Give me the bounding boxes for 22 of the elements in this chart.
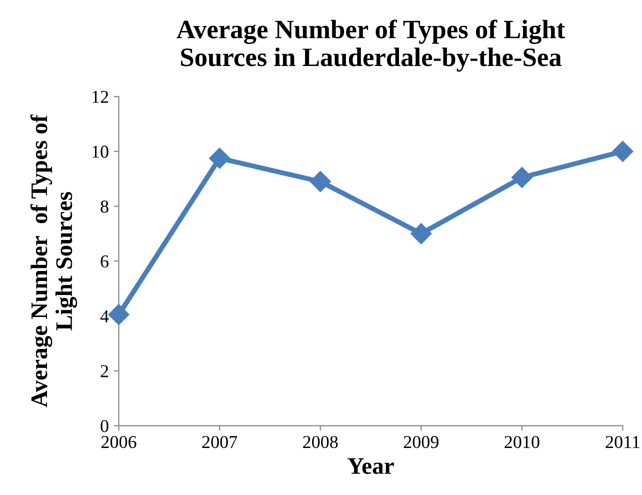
point	[209, 148, 230, 169]
point	[612, 140, 634, 162]
y-tick-label: 6	[100, 255, 109, 268]
x-tick-label: 2008	[303, 436, 338, 448]
y-tick-label: 4	[100, 310, 109, 322]
y-tick-label: 10	[92, 146, 108, 158]
x-tick-label: 2006	[102, 436, 136, 448]
y-tick-label: 0	[100, 420, 108, 432]
x-tick-label: 2007	[202, 436, 238, 448]
y-axis-title: Average Number of Types of Light Sources	[30, 114, 78, 408]
point	[511, 166, 532, 188]
y-tick-label: 12	[92, 90, 108, 103]
y-tick-label: 2	[100, 365, 108, 378]
point	[310, 171, 331, 192]
point	[410, 223, 432, 244]
x-axis-title: Year	[348, 458, 394, 474]
x-tick-label: 2009	[404, 436, 438, 448]
chart-title: Average Number of Types of Light Sources in Lauderdale-by-the-Sea	[176, 20, 566, 72]
x-tick-label: 2010	[504, 436, 540, 448]
y-tick-label: 8	[100, 200, 108, 213]
point	[108, 304, 130, 326]
x-tick-label: 2011	[606, 436, 640, 448]
